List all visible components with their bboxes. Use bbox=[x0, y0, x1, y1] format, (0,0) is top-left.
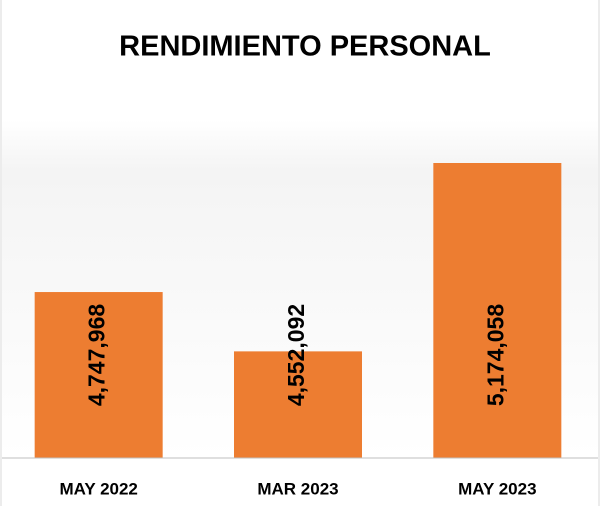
x-tick-label: MAY 2022 bbox=[59, 479, 137, 498]
data-label: 4,747,968 bbox=[84, 304, 110, 407]
bar bbox=[34, 292, 163, 458]
bar bbox=[433, 162, 562, 458]
bar bbox=[234, 351, 362, 458]
data-label: 4,552,092 bbox=[283, 304, 309, 406]
data-label: 5,174,058 bbox=[482, 304, 508, 407]
chart-title: RENDIMIENTO PERSONAL bbox=[119, 31, 491, 63]
x-tick-label: MAY 2023 bbox=[458, 479, 536, 498]
x-tick-label: MAR 2023 bbox=[257, 479, 338, 498]
